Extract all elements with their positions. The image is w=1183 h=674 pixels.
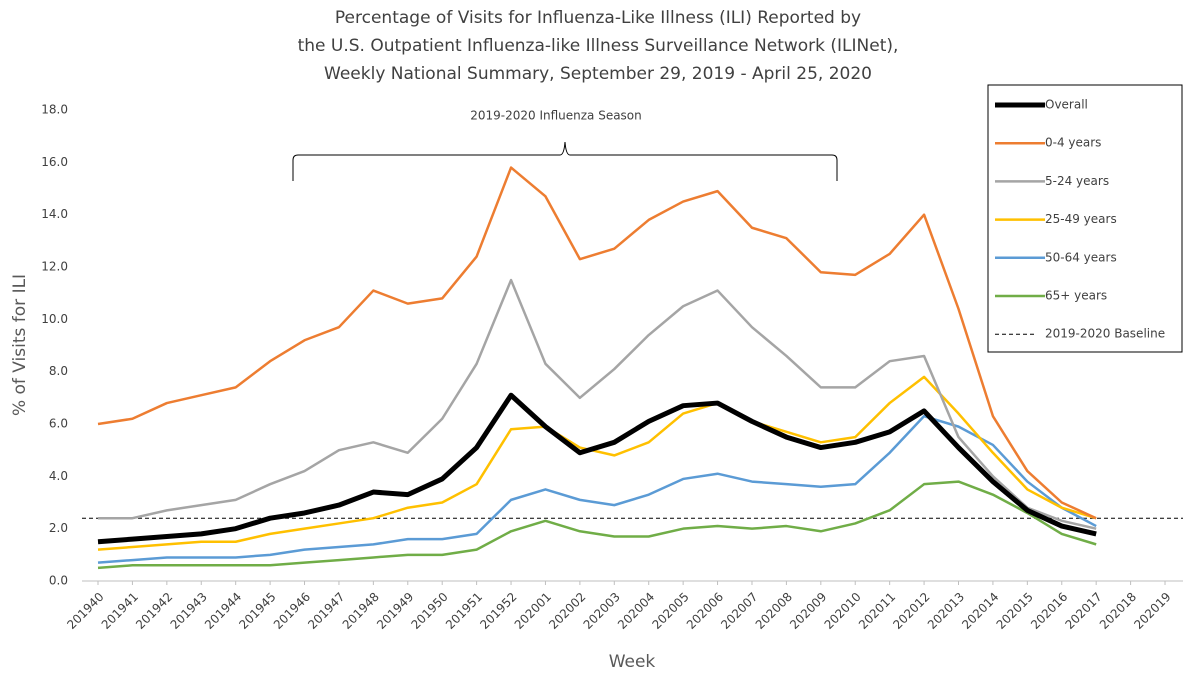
y-tick-label: 4.0 [49,469,68,483]
legend-label: 50-64 years [1045,250,1117,264]
x-tick-label: 201945 [236,590,278,632]
legend-label: 25-49 years [1045,212,1117,226]
x-tick-label: 202006 [684,590,726,632]
chart-title: the U.S. Outpatient Influenza-like Illne… [298,36,899,56]
chart-title: Percentage of Visits for Influenza-Like … [335,8,861,28]
x-tick-label: 202017 [1062,590,1104,632]
y-tick-label: 0.0 [49,574,68,588]
x-tick-label: 201948 [340,590,382,632]
series-line [97,375,1097,551]
x-tick-label: 201951 [443,590,485,632]
x-tick-label: 201950 [409,590,451,632]
y-tick-label: 14.0 [41,207,68,221]
y-tick-label: 6.0 [49,417,68,431]
x-tick-label: 201947 [305,590,347,632]
x-tick-label: 202001 [512,590,554,632]
y-tick-label: 10.0 [41,312,68,326]
legend-label: 65+ years [1045,289,1107,303]
series-line [97,392,1097,545]
x-tick-label: 201943 [168,590,210,632]
x-tick-label: 202015 [994,590,1036,632]
season-bracket [292,141,838,181]
x-tick-label: 201944 [202,590,244,632]
y-tick-label: 8.0 [49,364,68,378]
x-tick-label: 202002 [546,590,588,632]
x-tick-label: 201952 [477,590,519,632]
x-tick-label: 202007 [718,590,760,632]
x-tick-label: 202019 [1131,590,1173,632]
x-tick-label: 201940 [64,590,106,632]
x-axis-title: Week [609,652,656,672]
x-tick-label: 201946 [271,590,313,632]
chart-title: Weekly National Summary, September 29, 2… [324,64,872,84]
y-axis-title: % of Visits for ILI [10,274,30,416]
series-line [97,166,1097,520]
x-tick-label: 202016 [1028,590,1070,632]
x-tick-label: 202014 [959,590,1001,632]
y-tick-label: 12.0 [41,260,68,274]
x-tick-label: 201941 [99,590,141,632]
x-tick-label: 202010 [822,590,864,632]
legend-label: 2019-2020 Baseline [1045,327,1165,341]
series-line [97,480,1097,570]
x-tick-label: 202011 [856,590,898,632]
x-tick-label: 202013 [925,590,967,632]
y-tick-label: 16.0 [41,155,68,169]
x-tick-label: 202005 [649,590,691,632]
legend-label: Overall [1045,98,1088,112]
x-tick-label: 201942 [133,590,175,632]
x-tick-label: 202009 [787,590,829,632]
y-tick-label: 18.0 [41,103,68,117]
x-tick-label: 202012 [890,590,932,632]
x-tick-label: 202008 [753,590,795,632]
series-line [98,278,1097,530]
x-tick-label: 202004 [615,590,657,632]
x-tick-label: 202018 [1097,590,1139,632]
legend-label: 5-24 years [1045,174,1109,188]
y-tick-label: 2.0 [49,521,68,535]
annotation: 2019-2020 Influenza Season [470,109,642,123]
legend-label: 0-4 years [1045,136,1101,150]
x-tick-label: 201949 [374,590,416,632]
x-tick-label: 202003 [581,590,623,632]
